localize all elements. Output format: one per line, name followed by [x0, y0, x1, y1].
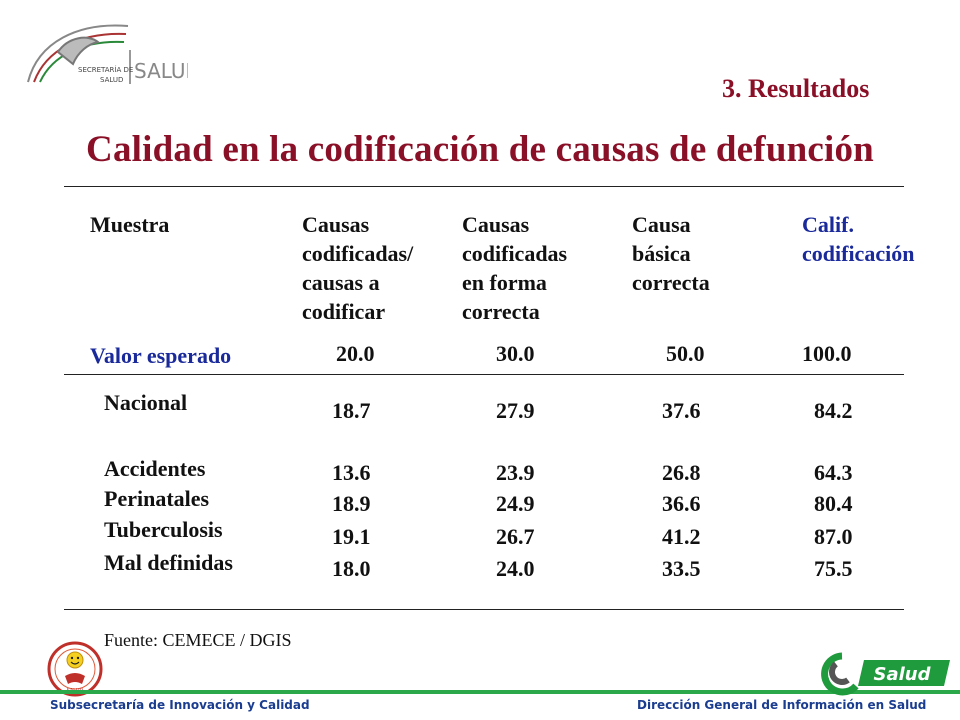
secretaria-salud-logo: SECRETARÍA DE SALUD SALUD — [27, 24, 188, 84]
column-header-line: codificación — [802, 241, 915, 266]
cell-value: 33.5 — [662, 556, 701, 581]
column-header: Causa básica correcta — [632, 210, 710, 297]
column-header-line: codificar — [302, 299, 386, 324]
rule-bottom — [64, 609, 904, 610]
column-header-line: Muestra — [90, 212, 170, 237]
cell-value: 37.6 — [662, 398, 701, 423]
cell-value-score: 80.4 — [814, 491, 853, 516]
cell-value: 27.9 — [496, 398, 535, 423]
cell-value-score: 64.3 — [814, 460, 853, 485]
expected-value: 20.0 — [336, 341, 375, 366]
column-header-line: Causas — [462, 212, 530, 237]
cell-value-score: 87.0 — [814, 524, 853, 549]
source-note: Fuente: CEMECE / DGIS — [104, 630, 292, 650]
cell-value: 19.1 — [332, 524, 371, 549]
column-header: Causas codificadas en forma correcta — [462, 210, 567, 326]
column-header-line: Calif. — [802, 212, 854, 237]
column-header-line: correcta — [462, 299, 540, 324]
row-label: Accidentes — [104, 456, 206, 481]
cell-value: 26.7 — [496, 524, 535, 549]
smiley-seal-icon: SALUD — [47, 641, 103, 697]
salud-brand-logo: Salud — [821, 652, 950, 696]
section-heading: 3. Resultados — [722, 74, 870, 103]
cell-value-score: 75.5 — [814, 556, 853, 581]
row-label: Nacional — [104, 390, 188, 415]
expected-value: 50.0 — [666, 341, 705, 366]
column-header-line: en forma — [462, 270, 547, 295]
footer-left-text: Subsecretaría de Innovación y Calidad — [50, 698, 310, 712]
cell-value: 24.9 — [496, 491, 535, 516]
row-label: Mal definidas — [104, 550, 233, 575]
salud-brand-text: Salud — [874, 664, 932, 685]
row-label: Perinatales — [104, 486, 210, 511]
footer-right-text: Dirección General de Información en Salu… — [637, 698, 927, 712]
footer-divider — [0, 690, 960, 694]
cell-value: 23.9 — [496, 460, 535, 485]
column-header-line: codificadas — [462, 241, 568, 266]
cell-value: 36.6 — [662, 491, 701, 516]
cell-value: 41.2 — [662, 524, 701, 549]
rule-top — [64, 186, 904, 187]
cell-value: 18.9 — [332, 491, 371, 516]
column-header: Causas codificadas/causas a codificar — [302, 210, 413, 326]
cell-value: 18.7 — [332, 398, 371, 423]
logo-text-bottom: SALUD — [100, 76, 123, 84]
cell-value: 24.0 — [496, 556, 535, 581]
cell-value: 18.0 — [332, 556, 371, 581]
row-label: Tuberculosis — [104, 517, 223, 542]
expected-value: 30.0 — [496, 341, 535, 366]
cell-value: 26.8 — [662, 460, 701, 485]
page-title: Calidad en la codificación de causas de … — [86, 129, 874, 170]
eagle-emblem-icon — [27, 24, 129, 83]
cell-value-score: 84.2 — [814, 398, 853, 423]
column-header-line: Causas — [302, 212, 370, 237]
column-header-line: básica — [632, 241, 691, 266]
salud-swirl-icon — [821, 652, 859, 696]
column-header-line: causas a — [302, 270, 380, 295]
expected-value: 100.0 — [802, 341, 852, 366]
cell-value: 13.6 — [332, 460, 371, 485]
column-header-line: Causa — [632, 212, 691, 237]
expected-label: Valor esperado — [90, 343, 232, 368]
logo-text-top: SECRETARÍA DE — [78, 65, 133, 74]
rule-middle — [64, 374, 904, 375]
column-header: Muestra — [90, 210, 169, 239]
column-header: Calif. codificación — [802, 210, 914, 268]
column-header-line: codificadas/ — [302, 241, 414, 266]
column-header-line: correcta — [632, 270, 710, 295]
logo-word: SALUD — [134, 59, 188, 83]
